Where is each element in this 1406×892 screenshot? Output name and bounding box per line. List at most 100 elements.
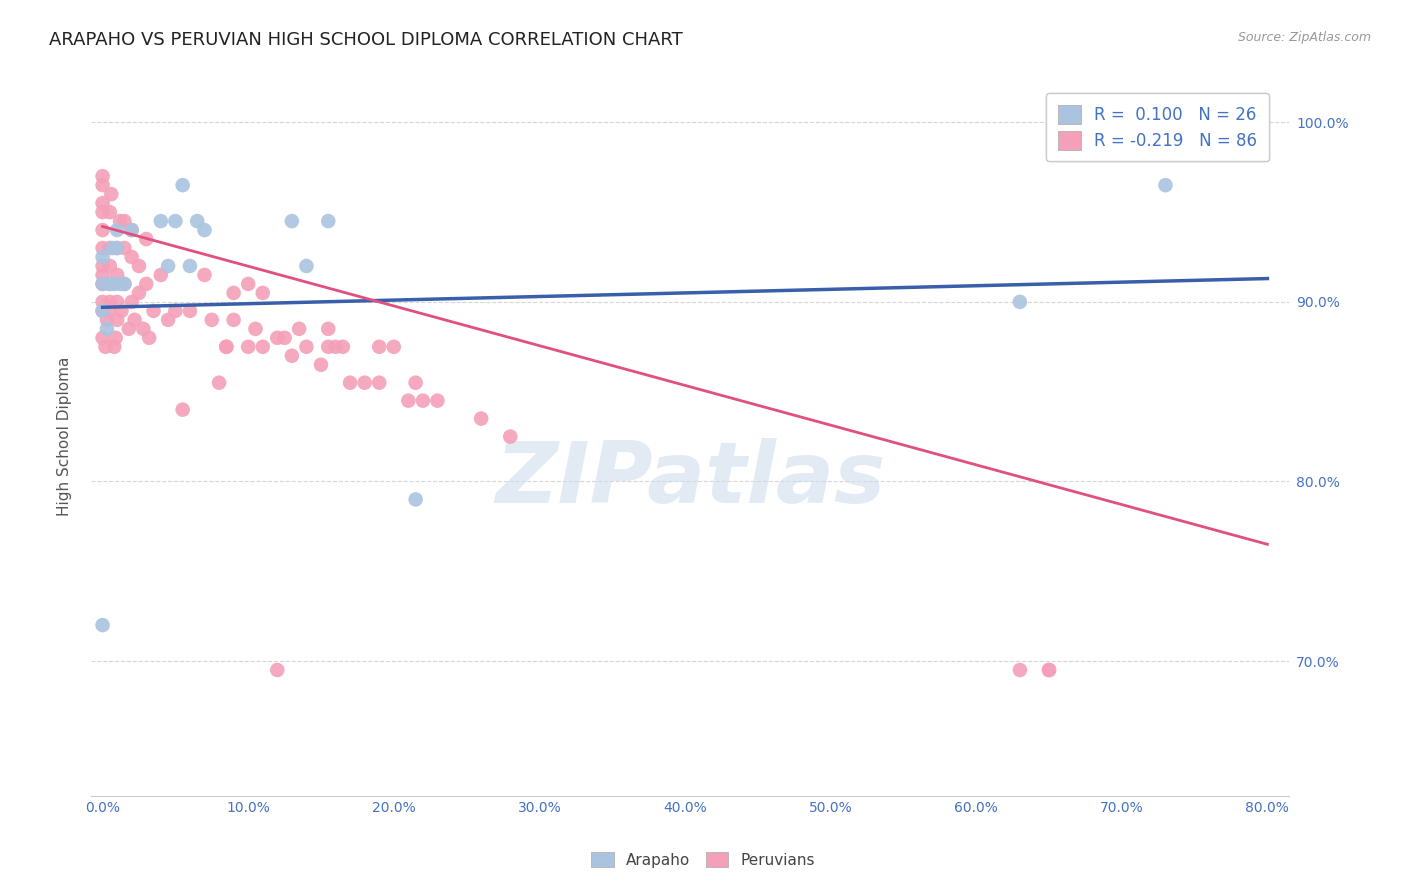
Point: [91, 250, 114, 264]
Point: [98, 205, 121, 219]
Point: [112, 277, 135, 291]
Point: [105, 294, 128, 309]
Point: [112, 214, 135, 228]
Point: [121, 250, 143, 264]
Point: [295, 259, 318, 273]
Point: [266, 663, 288, 677]
Point: [252, 340, 274, 354]
Point: [201, 313, 224, 327]
Point: [105, 223, 128, 237]
Point: [179, 304, 201, 318]
Point: [91, 304, 114, 318]
Point: [100, 187, 122, 202]
Point: [98, 294, 121, 309]
Point: [245, 322, 267, 336]
Point: [266, 331, 288, 345]
Point: [252, 285, 274, 300]
Point: [118, 322, 141, 336]
Point: [215, 340, 238, 354]
Point: [396, 393, 419, 408]
Point: [208, 376, 231, 390]
Point: [135, 232, 157, 246]
Point: [91, 618, 114, 632]
Point: [186, 214, 208, 228]
Point: [1008, 663, 1031, 677]
Point: [339, 376, 361, 390]
Point: [316, 214, 339, 228]
Point: [91, 331, 114, 345]
Point: [101, 241, 124, 255]
Point: [91, 268, 114, 282]
Point: [368, 340, 391, 354]
Point: [172, 402, 194, 417]
Point: [135, 277, 157, 291]
Point: [105, 313, 128, 327]
Point: [124, 313, 146, 327]
Point: [103, 277, 125, 291]
Point: [325, 340, 347, 354]
Point: [295, 340, 318, 354]
Point: [112, 277, 135, 291]
Point: [91, 259, 114, 273]
Point: [238, 277, 260, 291]
Point: [288, 322, 311, 336]
Point: [94, 340, 117, 354]
Point: [142, 304, 165, 318]
Point: [179, 259, 201, 273]
Point: [104, 331, 127, 345]
Point: [405, 492, 427, 507]
Point: [91, 294, 114, 309]
Point: [412, 393, 434, 408]
Point: [1154, 178, 1177, 193]
Point: [316, 322, 339, 336]
Point: [222, 313, 245, 327]
Point: [105, 241, 128, 255]
Point: [405, 376, 427, 390]
Point: [499, 429, 522, 443]
Point: [165, 214, 187, 228]
Point: [108, 214, 131, 228]
Point: [108, 277, 131, 291]
Point: [193, 223, 215, 237]
Point: [222, 285, 245, 300]
Point: [368, 376, 391, 390]
Point: [112, 241, 135, 255]
Point: [1038, 663, 1060, 677]
Point: [193, 268, 215, 282]
Point: [91, 277, 114, 291]
Point: [91, 223, 114, 237]
Text: Source: ZipAtlas.com: Source: ZipAtlas.com: [1237, 31, 1371, 45]
Y-axis label: High School Diploma: High School Diploma: [58, 357, 72, 516]
Point: [215, 340, 238, 354]
Point: [128, 285, 150, 300]
Point: [97, 304, 120, 318]
Point: [91, 178, 114, 193]
Point: [98, 259, 121, 273]
Point: [98, 277, 121, 291]
Point: [105, 241, 128, 255]
Point: [91, 196, 114, 211]
Point: [281, 214, 304, 228]
Point: [157, 313, 180, 327]
Point: [98, 241, 121, 255]
Point: [96, 322, 118, 336]
Point: [281, 349, 304, 363]
Point: [91, 241, 114, 255]
Point: [128, 259, 150, 273]
Point: [121, 223, 143, 237]
Point: [96, 313, 118, 327]
Point: [91, 169, 114, 184]
Point: [309, 358, 332, 372]
Point: [382, 340, 405, 354]
Point: [105, 268, 128, 282]
Legend: Arapaho, Peruvians: Arapaho, Peruvians: [583, 844, 823, 875]
Point: [353, 376, 375, 390]
Point: [91, 304, 114, 318]
Point: [1038, 663, 1060, 677]
Point: [121, 223, 143, 237]
Point: [470, 411, 492, 425]
Legend: R =  0.100   N = 26, R = -0.219   N = 86: R = 0.100 N = 26, R = -0.219 N = 86: [1046, 93, 1270, 161]
Point: [172, 178, 194, 193]
Point: [426, 393, 449, 408]
Point: [165, 304, 187, 318]
